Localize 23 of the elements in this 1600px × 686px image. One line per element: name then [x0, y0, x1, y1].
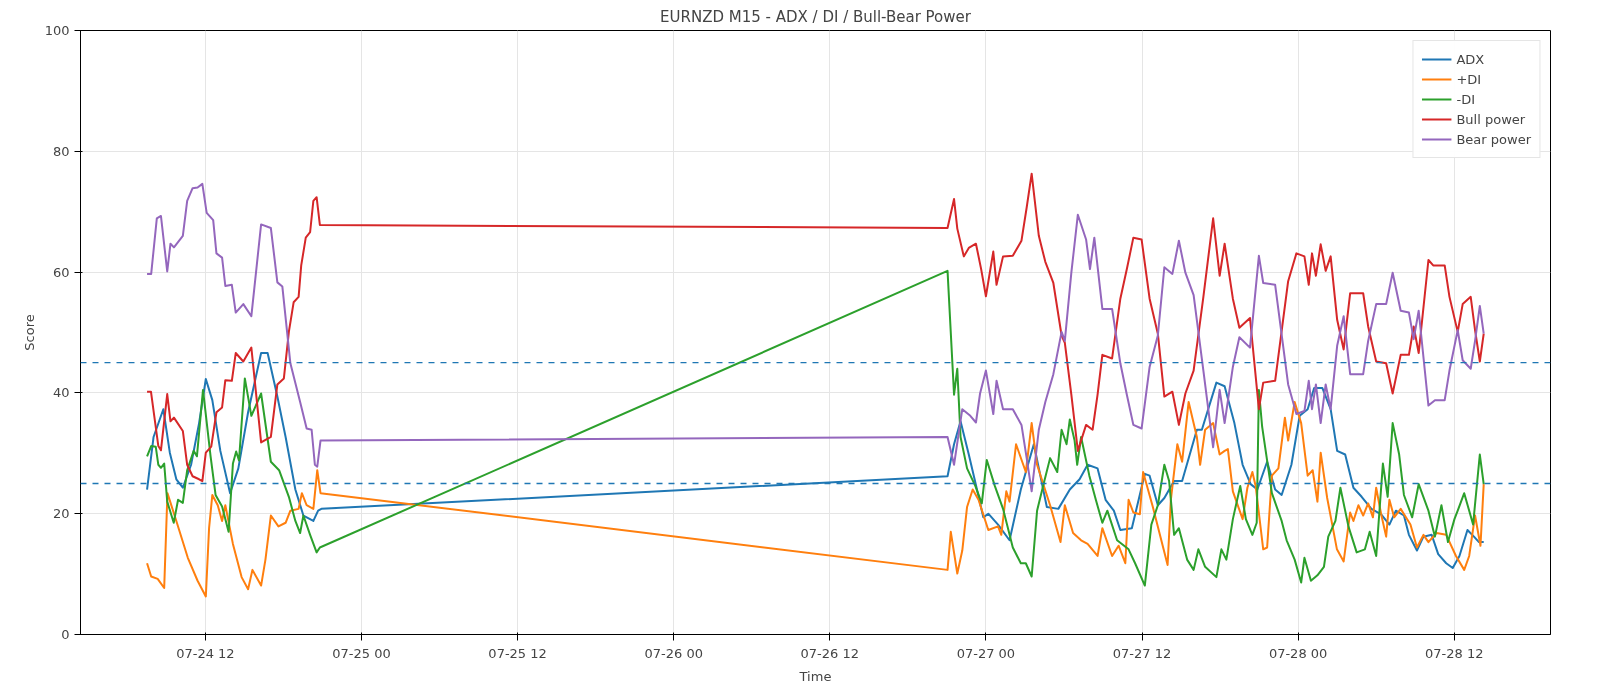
chart-title: EURNZD M15 - ADX / DI / Bull-Bear Power	[660, 7, 972, 26]
legend-label: Bull power	[1456, 111, 1526, 127]
y-tick-label: 80	[52, 143, 70, 159]
legend-label: Bear power	[1456, 131, 1531, 147]
x-tick-label: 07-26 00	[644, 645, 703, 661]
y-tick-label: 20	[52, 506, 70, 522]
x-tick-label: 07-25 12	[488, 645, 547, 661]
x-tick-label: 07-28 12	[1425, 645, 1484, 661]
x-tick-label: 07-27 12	[1112, 645, 1172, 661]
x-tick-label: 07-25 00	[332, 645, 391, 661]
legend-label: ADX	[1456, 51, 1485, 67]
x-axis-title: Time	[798, 668, 832, 684]
y-tick-label: 100	[44, 23, 70, 38]
x-tick-label: 07-26 12	[800, 645, 860, 661]
y-tick-label: 40	[52, 385, 70, 401]
y-tick-label: 0	[61, 627, 70, 642]
y-tick-label: 60	[52, 264, 70, 280]
x-tick-label: 07-28 00	[1268, 645, 1328, 661]
y-axis-title: Score	[21, 314, 37, 351]
x-tick-label: 07-27 00	[956, 645, 1016, 661]
legend-label: +DI	[1456, 71, 1482, 87]
legend-label: -DI	[1456, 91, 1476, 107]
x-tick-label: 07-24 12	[176, 645, 235, 661]
